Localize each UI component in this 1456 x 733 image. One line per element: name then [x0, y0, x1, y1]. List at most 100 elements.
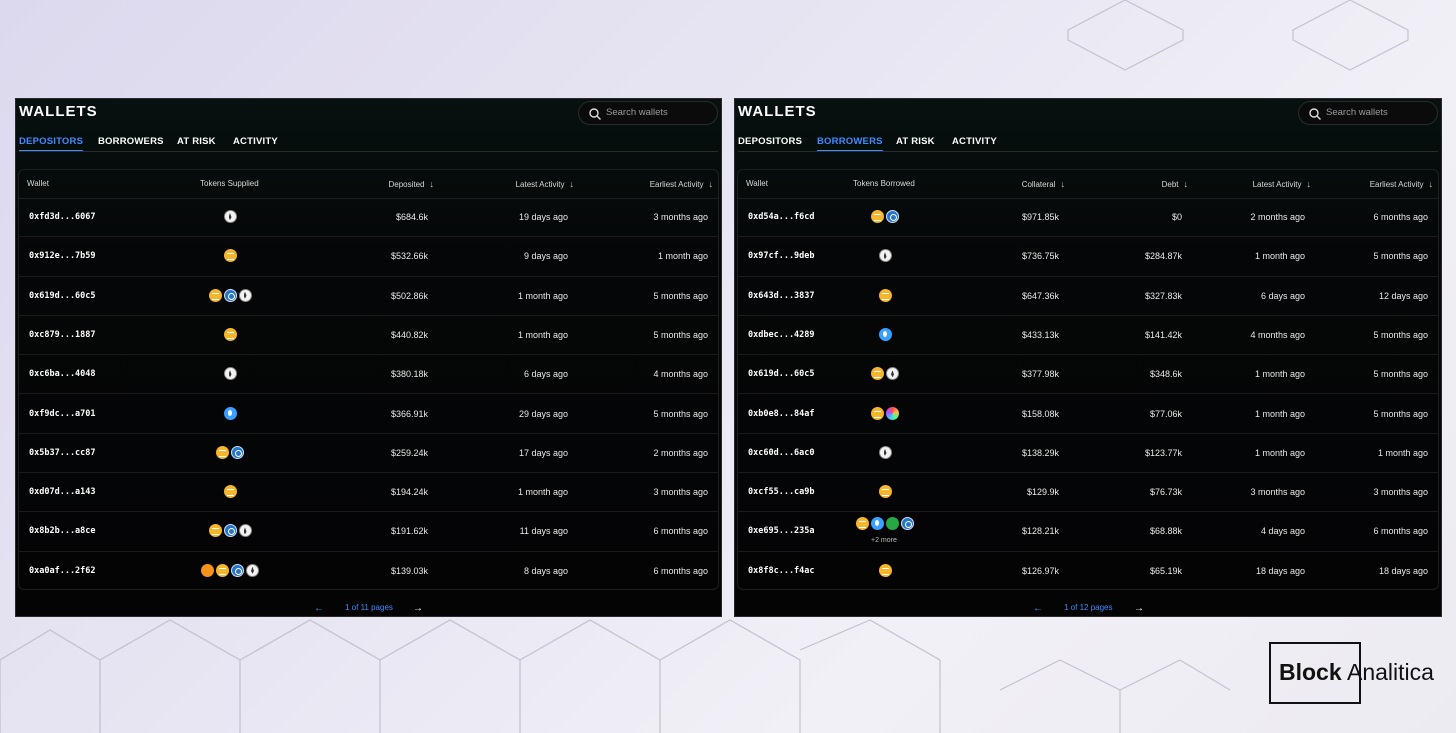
logo-word-block: Block	[1279, 659, 1342, 685]
wallet-address[interactable]: 0x5b37...cc87	[29, 447, 96, 458]
wallet-address[interactable]: 0xf9dc...a701	[29, 408, 96, 419]
wallet-address[interactable]: 0xc6ba...4048	[29, 369, 96, 380]
debt-value: $65.19k	[1149, 565, 1182, 576]
wallet-address[interactable]: 0xd07d...a143	[29, 487, 96, 498]
wallets-panel-borrowers: WALLETS Search wallets DEPOSITORS BORROW…	[734, 98, 1442, 617]
tab-borrowers[interactable]: BORROWERS	[98, 136, 164, 147]
table-row[interactable]: 0xe695...235a +2 more $128.21k $68.88k 4 day…	[738, 512, 1438, 552]
sort-down-icon: ↓	[429, 179, 435, 189]
tab-activity[interactable]: ACTIVITY	[233, 136, 278, 147]
table-row[interactable]: 0x8f8c...f4ac $126.97k $65.19k 18 days ago 1…	[738, 552, 1438, 591]
wallet-address[interactable]: 0x643d...3837	[748, 290, 815, 301]
search-input[interactable]: Search wallets	[1326, 107, 1388, 118]
col-debt[interactable]: Debt ↓	[1162, 179, 1188, 189]
tab-depositors[interactable]: DEPOSITORS	[738, 136, 803, 147]
eth-token-icon	[223, 210, 237, 223]
token-icons	[223, 249, 237, 263]
table-row[interactable]: 0xf9dc...a701 $366.91k 29 days ago 5 months…	[19, 395, 718, 434]
latest-activity: 1 month ago	[1254, 447, 1305, 458]
earliest-activity: 5 months ago	[653, 408, 708, 419]
wallet-address[interactable]: 0x8b2b...a8ce	[29, 526, 96, 537]
wallet-address[interactable]: 0x97cf...9deb	[748, 251, 815, 262]
table-row[interactable]: 0x643d...3837 $647.36k $327.83k 6 days ago 1…	[738, 277, 1438, 316]
tab-at-risk[interactable]: AT RISK	[177, 136, 216, 147]
col-latest-activity[interactable]: Latest Activity ↓	[516, 179, 574, 189]
earliest-activity: 1 month ago	[657, 251, 708, 262]
col-wallet: Wallet	[27, 179, 49, 188]
wallet-address[interactable]: 0xd54a...f6cd	[748, 212, 815, 222]
tab-borrowers[interactable]: BORROWERS	[817, 136, 883, 152]
table-row[interactable]: 0x5b37...cc87 $259.24k 17 days ago 2 months…	[19, 434, 718, 474]
earliest-activity: 5 months ago	[653, 329, 708, 340]
col-latest-label: Latest Activity	[515, 180, 565, 189]
wallet-address[interactable]: 0xb0e8...84af	[748, 408, 815, 419]
tab-at-risk[interactable]: AT RISK	[896, 136, 935, 147]
token-icons	[223, 367, 237, 381]
col-latest-activity[interactable]: Latest Activity ↓	[1253, 179, 1311, 189]
col-collateral-label: Collateral	[1021, 180, 1056, 189]
tab-activity[interactable]: ACTIVITY	[952, 136, 997, 147]
table-row[interactable]: 0xd54a...f6cd $971.85k $0 2 months ago 6 mon…	[738, 198, 1438, 238]
wallet-address[interactable]: 0xcf55...ca9b	[748, 487, 815, 498]
gno-token-icon	[886, 517, 899, 531]
table-row[interactable]: 0xb0e8...84af $158.08k $77.06k 1 month ago 5…	[738, 395, 1438, 434]
earliest-activity: 5 months ago	[653, 290, 708, 301]
prev-page-arrow-icon[interactable]: ←	[314, 603, 324, 614]
table-row[interactable]: 0x8b2b...a8ce $191.62k 11 days ago 6 months…	[19, 512, 718, 552]
wallet-address[interactable]: 0xc879...1887	[29, 329, 96, 340]
wallet-address[interactable]: 0xdbec...4289	[748, 329, 815, 340]
wallet-address[interactable]: 0xe695...235a	[748, 526, 815, 537]
table-row[interactable]: 0xc879...1887 $440.82k 1 month ago 5 months…	[19, 316, 718, 356]
table-row[interactable]: 0x619d...60c5 $377.98k $348.6k 1 month ago 5…	[738, 355, 1438, 395]
token-icons	[208, 524, 252, 538]
wallet-address[interactable]: 0x619d...60c5	[29, 290, 96, 301]
debt-value: $76.73k	[1149, 487, 1182, 498]
table-row[interactable]: 0xdbec...4289 $433.13k $141.42k 4 months ag…	[738, 316, 1438, 356]
search-box[interactable]: Search wallets	[1298, 101, 1438, 125]
next-page-arrow-icon[interactable]: →	[413, 603, 423, 614]
col-deposited[interactable]: Deposited ↓	[388, 179, 434, 189]
collateral-value: $647.36k	[1021, 290, 1059, 301]
table-row[interactable]: 0xc6ba...4048 $380.18k 6 days ago 4 months …	[19, 355, 718, 395]
table-row[interactable]: 0xa0af...2f62 $139.03k 8 days ago 6 months …	[19, 552, 718, 591]
table-row[interactable]: 0xcf55...ca9b $129.9k $76.73k 3 months ago 3…	[738, 473, 1438, 513]
col-earliest-activity[interactable]: Earliest Activity ↓	[1370, 179, 1433, 189]
latest-activity: 2 months ago	[1250, 212, 1305, 222]
table-row[interactable]: 0x619d...60c5 $502.86k 1 month ago 5 months…	[19, 277, 718, 316]
earliest-activity: 5 months ago	[1373, 329, 1428, 340]
latest-activity: 1 month ago	[517, 290, 568, 301]
latest-activity: 3 months ago	[1250, 487, 1305, 498]
search-box[interactable]: Search wallets	[578, 101, 718, 125]
wallet-address[interactable]: 0xa0af...2f62	[29, 565, 96, 576]
debt-value: $348.6k	[1149, 369, 1182, 380]
borrowers-table: Wallet Tokens Borrowed Collateral ↓ Debt ↓…	[737, 169, 1439, 590]
col-latest-label: Latest Activity	[1252, 180, 1302, 189]
wallet-address[interactable]: 0x8f8c...f4ac	[748, 565, 815, 576]
sort-down-icon: ↓	[1306, 179, 1312, 189]
token-icons	[878, 485, 892, 499]
collateral-value: $377.98k	[1021, 369, 1059, 380]
col-earliest-label: Earliest Activity	[649, 180, 704, 189]
earliest-activity: 6 months ago	[1373, 526, 1428, 537]
prev-page-arrow-icon[interactable]: ←	[1033, 603, 1043, 614]
wallet-address[interactable]: 0x619d...60c5	[748, 369, 815, 380]
table-row[interactable]: 0x912e...7b59 $532.66k 9 days ago 1 month a…	[19, 237, 718, 277]
token-icons	[878, 563, 892, 578]
latest-activity: 6 days ago	[1260, 290, 1305, 301]
table-row[interactable]: 0xfd3d...6067 $684.6k 19 days ago 3 months …	[19, 198, 718, 238]
table-row[interactable]: 0x97cf...9deb $736.75k $284.87k 1 month ago…	[738, 237, 1438, 277]
search-input[interactable]: Search wallets	[606, 107, 668, 118]
next-page-arrow-icon[interactable]: →	[1134, 603, 1144, 614]
col-earliest-activity[interactable]: Earliest Activity ↓	[650, 179, 713, 189]
table-row[interactable]: 0xc60d...6ac0 $138.29k $123.77k 1 month ago…	[738, 434, 1438, 474]
wallet-address[interactable]: 0xfd3d...6067	[29, 212, 96, 222]
tab-depositors[interactable]: DEPOSITORS	[19, 136, 84, 152]
col-collateral[interactable]: Collateral ↓	[1022, 179, 1065, 189]
usdc-token-icon	[231, 445, 244, 459]
token-icons	[878, 288, 892, 303]
table-row[interactable]: 0xd07d...a143 $194.24k 1 month ago 3 months…	[19, 473, 718, 513]
wallet-address[interactable]: 0x912e...7b59	[29, 251, 96, 262]
collateral-value: $158.08k	[1021, 408, 1059, 419]
wallet-address[interactable]: 0xc60d...6ac0	[748, 447, 815, 458]
latest-activity: 19 days ago	[518, 212, 568, 222]
